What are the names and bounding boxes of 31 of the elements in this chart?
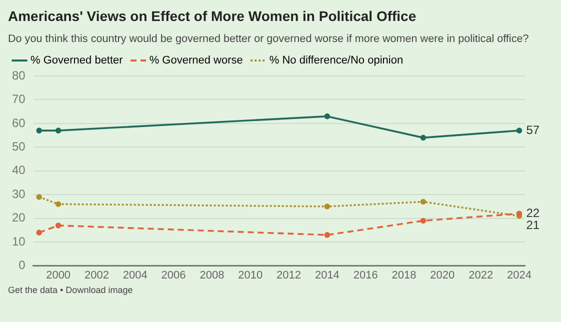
y-tick-label: 10 xyxy=(12,234,26,248)
chart-title: Americans' Views on Effect of More Women in Political Office xyxy=(7,7,418,24)
y-tick-label: 0 xyxy=(18,258,26,272)
x-tick-label: 2024 xyxy=(506,269,532,282)
x-tick-label: 2010 xyxy=(238,269,263,282)
x-tick-label: 2018 xyxy=(392,269,416,282)
x-tick-label: 2004 xyxy=(122,269,148,282)
y-tick-label: 70 xyxy=(12,92,26,106)
x-tick-label: 2022 xyxy=(468,269,494,282)
data-label: 57 xyxy=(526,122,540,137)
y-tick-label: 50 xyxy=(12,139,26,154)
data-label: 21 xyxy=(526,218,540,232)
x-tick-label: 2008 xyxy=(200,269,224,282)
y-tick-label: 20 xyxy=(12,210,26,225)
x-tick-label: 2012 xyxy=(276,269,302,282)
x-tick-label: 2014 xyxy=(314,269,340,282)
x-tick-label: 2002 xyxy=(84,269,109,282)
chart-subtitle: Do you think this country would be governed better or governed worse if more women were in political office? xyxy=(7,32,530,45)
y-tick-label: 30 xyxy=(12,186,26,201)
legend-label: % No difference/No opinion xyxy=(269,54,404,67)
data-label: 22 xyxy=(526,206,540,220)
y-tick-label: 40 xyxy=(12,163,26,178)
y-tick-label: 80 xyxy=(12,68,26,82)
legend-label: % Governed worse xyxy=(149,54,243,67)
text: Get the data • Download image xyxy=(7,285,134,295)
legend-label: % Governed better xyxy=(30,54,124,67)
x-tick-label: 2016 xyxy=(353,269,378,282)
x-tick-label: 2000 xyxy=(46,269,71,282)
x-tick-label: 2006 xyxy=(161,269,186,282)
x-tick-label: 2020 xyxy=(430,269,455,282)
y-tick-label: 60 xyxy=(12,116,26,130)
